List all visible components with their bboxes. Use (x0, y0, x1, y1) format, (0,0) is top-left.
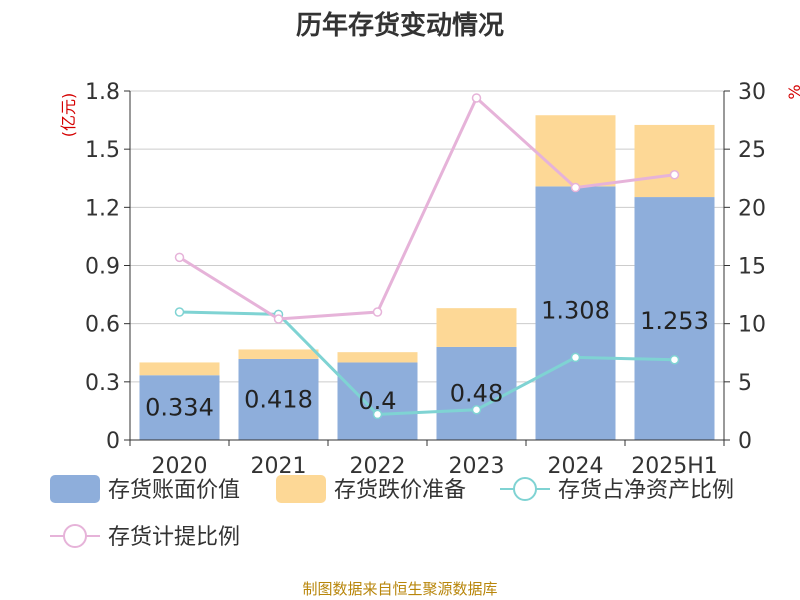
legend-item-provision-ratio: 存货计提比例 (50, 524, 240, 550)
bar-impairment-reserve (535, 115, 616, 187)
bar-book-value (535, 186, 616, 440)
point-provision-ratio (669, 170, 680, 180)
line-provision-ratio (178, 95, 675, 321)
point-provision-ratio (273, 314, 284, 324)
x-tick-label: 2022 (350, 454, 406, 479)
source-note: 制图数据来自恒生聚源数据库 (302, 580, 497, 598)
y-right-tick-label: 30 (738, 80, 766, 105)
y-left-tick-label: 0.3 (85, 371, 120, 396)
data-labels: 0.334 0.418 0.4 0.48 1.308 1.253 (145, 296, 709, 421)
point-provision-ratio (174, 252, 185, 263)
data-label-book-value: 1.308 (541, 296, 610, 324)
bars (139, 115, 715, 440)
y-right-tick-label: 0 (738, 429, 752, 454)
data-label-book-value: 0.418 (244, 385, 313, 413)
bar-book-value (139, 375, 220, 440)
x-tick-label: 2025H1 (631, 454, 718, 479)
grid-lines (130, 90, 724, 383)
point-net-asset-ratio (372, 409, 383, 420)
bar-impairment-reserve (238, 349, 319, 359)
y-left-tick-label: 1.8 (85, 80, 120, 105)
y-axis-right-unit: % (785, 84, 800, 99)
bar-book-value (238, 358, 319, 440)
legend-label: 存货计提比例 (108, 525, 240, 550)
point-net-asset-ratio (174, 307, 185, 317)
x-tick-label: 2023 (449, 454, 505, 479)
point-net-asset-ratio (669, 354, 680, 365)
chart-title: 历年存货变动情况 (296, 10, 504, 41)
legend-swatch (276, 475, 326, 503)
legend-swatch-marker (63, 524, 87, 548)
legend-label: 存货账面价值 (108, 478, 240, 503)
data-label-book-value: 1.253 (640, 307, 709, 335)
x-tick-label: 2020 (152, 454, 208, 479)
bar-book-value (337, 362, 418, 440)
data-label-book-value: 0.48 (450, 379, 503, 407)
bar-impairment-reserve (337, 352, 418, 363)
point-net-asset-ratio (570, 352, 581, 363)
bar-book-value (634, 197, 715, 440)
data-label-book-value: 0.334 (145, 394, 214, 422)
legend-item-book-value: 存货账面价值 (50, 475, 240, 503)
point-provision-ratio (570, 182, 581, 193)
y-right-tick-label: 25 (738, 138, 766, 163)
legend-label: 存货占净资产比例 (558, 478, 734, 503)
legend-item-net-asset-ratio: 存货占净资产比例 (500, 477, 734, 503)
legend-swatch (50, 475, 100, 503)
y-left-tick-label: 0.6 (85, 313, 120, 338)
series-lines (174, 93, 680, 420)
y-right-tick-label: 15 (738, 255, 766, 280)
y-right-tick-label: 10 (738, 313, 766, 338)
axes: 0 0.3 0.6 0.9 1.2 1.5 1.8 0 5 10 15 20 25 30 2020 2021 2… (85, 80, 766, 479)
data-label-book-value: 0.4 (358, 387, 396, 415)
y-left-tick-label: 1.5 (85, 138, 120, 163)
x-tick-label: 2021 (251, 454, 307, 479)
legend-item-impairment-reserve: 存货跌价准备 (276, 475, 466, 503)
line-net-asset-ratio (179, 310, 675, 416)
legend-swatch-marker (513, 477, 537, 501)
y-left-tick-label: 0 (106, 429, 120, 454)
point-provision-ratio (372, 307, 383, 317)
bar-impairment-reserve (139, 362, 220, 376)
legend-label: 存货跌价准备 (334, 478, 466, 503)
y-left-tick-label: 0.9 (85, 255, 120, 280)
point-provision-ratio (471, 93, 482, 103)
x-tick-label: 2024 (548, 454, 604, 479)
y-axis-left-unit: (亿元) (59, 93, 78, 138)
bar-book-value (436, 346, 517, 440)
y-right-tick-label: 5 (738, 371, 752, 396)
bar-impairment-reserve (634, 124, 715, 198)
bar-impairment-reserve (436, 308, 517, 347)
point-net-asset-ratio (471, 405, 482, 415)
y-left-tick-label: 1.2 (85, 196, 120, 221)
y-right-tick-label: 20 (738, 196, 766, 221)
